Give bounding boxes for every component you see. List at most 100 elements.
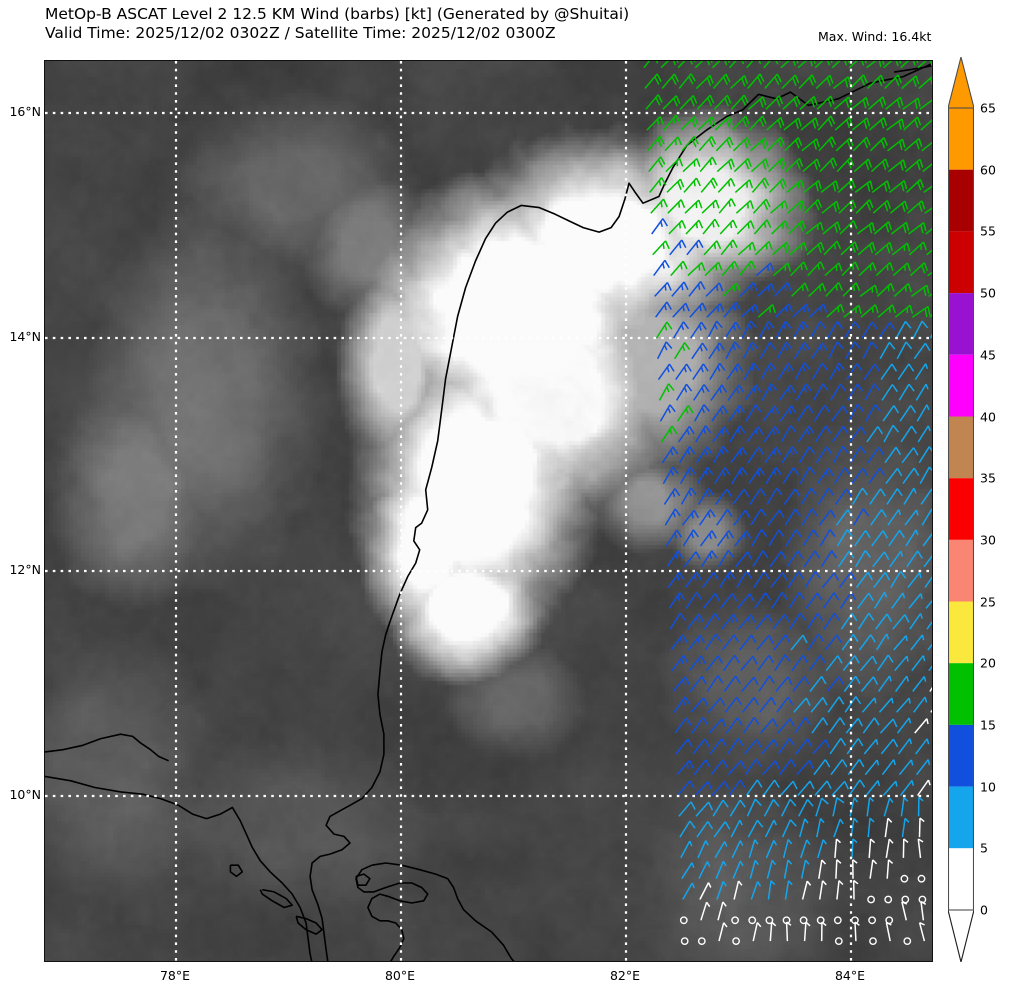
wind-barb bbox=[867, 446, 885, 464]
wind-barb bbox=[764, 819, 777, 838]
wind-barb bbox=[755, 262, 775, 277]
wind-barb bbox=[814, 780, 832, 796]
wind-barb bbox=[690, 697, 709, 713]
wind-barb bbox=[831, 780, 850, 797]
wind-barb bbox=[720, 592, 738, 609]
wind-barb bbox=[693, 759, 711, 776]
colorbar-over-arrow bbox=[947, 56, 975, 109]
wind-barb bbox=[682, 529, 700, 547]
wind-barb bbox=[798, 818, 809, 838]
wind-barb bbox=[907, 572, 922, 589]
colorbar-segment bbox=[948, 478, 974, 540]
wind-barb bbox=[886, 118, 905, 131]
wind-barb bbox=[777, 362, 794, 380]
colorbar-segment bbox=[948, 169, 974, 232]
wind-barb bbox=[904, 137, 923, 152]
wind-barb bbox=[828, 717, 846, 734]
wind-barb bbox=[889, 180, 908, 193]
wind-barb bbox=[658, 383, 675, 401]
wind-barb bbox=[855, 571, 873, 589]
wind-barb bbox=[677, 61, 696, 69]
wind-barb bbox=[768, 157, 787, 173]
wind-barb bbox=[776, 341, 793, 360]
wind-barb bbox=[677, 425, 695, 443]
wind-barb bbox=[675, 383, 693, 401]
wind-barb bbox=[718, 571, 736, 589]
wind-barb bbox=[821, 200, 840, 214]
wind-barb bbox=[853, 158, 873, 173]
coastline bbox=[45, 733, 169, 762]
wind-barb bbox=[769, 921, 777, 942]
map-plot-area[interactable] bbox=[44, 60, 933, 962]
wind-barb bbox=[765, 840, 778, 859]
wind-barb bbox=[786, 179, 805, 193]
wind-barb bbox=[808, 655, 826, 672]
wind-barb bbox=[913, 342, 931, 360]
wind-barb bbox=[801, 138, 820, 152]
wind-barb-calm bbox=[816, 916, 825, 925]
wind-barb bbox=[809, 303, 828, 318]
wind-barb bbox=[820, 921, 827, 942]
wind-speed-colorbar[interactable] bbox=[947, 56, 975, 963]
wind-barb bbox=[898, 759, 914, 776]
wind-barb bbox=[691, 342, 708, 360]
wind-barb bbox=[921, 141, 932, 152]
wind-barb bbox=[868, 96, 887, 110]
wind-barb bbox=[788, 220, 807, 235]
wind-barb bbox=[699, 156, 717, 173]
wind-barb bbox=[789, 241, 808, 256]
wind-barb bbox=[835, 859, 842, 879]
wind-barb bbox=[722, 654, 740, 672]
wind-barb bbox=[643, 61, 659, 69]
wind-barb bbox=[698, 136, 717, 152]
wind-barb bbox=[783, 488, 801, 505]
wind-barb bbox=[739, 634, 757, 651]
wind-barb-calm bbox=[697, 937, 706, 945]
wind-barb bbox=[814, 425, 832, 443]
wind-barb bbox=[822, 592, 840, 609]
wind-barb bbox=[706, 675, 724, 692]
colorbar-svg bbox=[947, 56, 975, 963]
wind-barb bbox=[842, 655, 860, 672]
wind-barb bbox=[810, 697, 828, 713]
wind-barb bbox=[920, 488, 932, 505]
wind-barb bbox=[665, 529, 683, 547]
wind-barb bbox=[781, 819, 797, 838]
wind-barb bbox=[763, 799, 780, 817]
wind-barb bbox=[854, 180, 874, 193]
wind-barb bbox=[740, 303, 759, 318]
wind-barb bbox=[785, 921, 792, 942]
wind-barb bbox=[675, 738, 693, 755]
colorbar-tick-label: 55 bbox=[980, 223, 996, 239]
wind-barb bbox=[845, 717, 863, 734]
wind-barb bbox=[800, 117, 819, 131]
wind-barb bbox=[708, 342, 725, 360]
wind-barb bbox=[854, 921, 860, 942]
wind-barb bbox=[719, 219, 738, 235]
wind-barb bbox=[750, 881, 762, 900]
wind-barb bbox=[737, 593, 755, 609]
wind-barb bbox=[851, 838, 858, 858]
wind-barb bbox=[826, 303, 845, 318]
wind-barb bbox=[810, 321, 827, 339]
wind-barb bbox=[827, 321, 844, 339]
wind-barb bbox=[724, 696, 742, 713]
wind-barb bbox=[774, 303, 793, 318]
wind-barb bbox=[691, 717, 709, 734]
wind-barb bbox=[841, 261, 860, 277]
wind-barb bbox=[734, 179, 754, 193]
wind-barb bbox=[901, 901, 908, 921]
wind-barb bbox=[746, 61, 764, 69]
wind-barb bbox=[648, 156, 666, 173]
wind-barb bbox=[663, 488, 681, 505]
wind-barb bbox=[775, 676, 793, 692]
wind-barb bbox=[815, 74, 834, 90]
wind-barb bbox=[914, 718, 929, 734]
wind-barb bbox=[890, 570, 907, 588]
wind-barb bbox=[840, 241, 859, 256]
wind-barb bbox=[846, 738, 864, 755]
wind-barb bbox=[716, 881, 727, 900]
wind-barb bbox=[872, 551, 890, 568]
wind-barb bbox=[858, 634, 876, 651]
